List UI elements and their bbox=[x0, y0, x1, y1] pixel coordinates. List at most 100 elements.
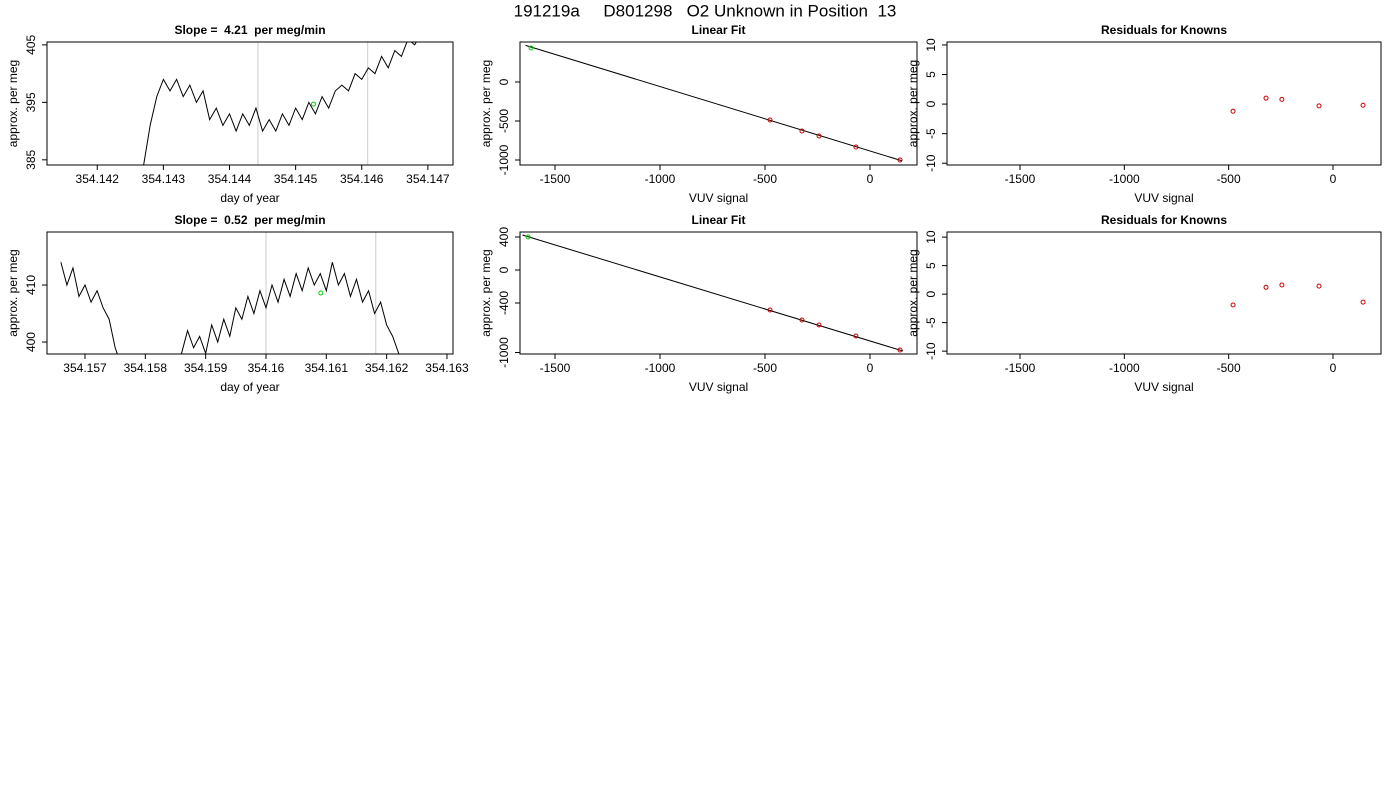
x-tick-label: 354.146 bbox=[340, 172, 384, 186]
y-tick-label: 400 bbox=[497, 227, 511, 247]
x-tick-label: 0 bbox=[867, 361, 874, 375]
panel-title: Residuals for Knowns bbox=[1101, 23, 1227, 37]
x-tick-label: 354.16 bbox=[248, 361, 285, 375]
x-tick-label: -1000 bbox=[645, 361, 676, 375]
y-tick-label: -400 bbox=[497, 291, 511, 315]
x-tick-label: 0 bbox=[1330, 172, 1337, 186]
plot-frame bbox=[519, 41, 918, 166]
x-axis-label: VUV signal bbox=[689, 191, 748, 205]
y-tick-label: 410 bbox=[24, 275, 38, 295]
x-tick-label: -500 bbox=[1217, 361, 1241, 375]
x-axis-label: VUV signal bbox=[1134, 380, 1193, 394]
y-tick-label: 0 bbox=[497, 78, 511, 85]
y-axis-label: approx. per meg bbox=[479, 60, 493, 147]
x-tick-label: -1000 bbox=[1109, 172, 1140, 186]
x-tick-label: -1500 bbox=[540, 172, 571, 186]
plot-area bbox=[60, 232, 400, 354]
y-tick-label: -1000 bbox=[497, 144, 511, 175]
panel: Residuals for Knowns VUV signal approx. pe… bbox=[906, 23, 1382, 205]
data-point bbox=[525, 234, 531, 240]
y-tick-label: 400 bbox=[24, 332, 38, 352]
y-tick-label: 0 bbox=[924, 100, 938, 107]
x-tick-label: 354.145 bbox=[274, 172, 318, 186]
x-tick-label: 354.163 bbox=[425, 361, 469, 375]
y-tick-label: -5 bbox=[924, 317, 938, 328]
data-point bbox=[897, 347, 903, 353]
data-point bbox=[1263, 284, 1269, 290]
y-axis-label: approx. per meg bbox=[906, 60, 920, 147]
y-tick-label: -5 bbox=[924, 128, 938, 139]
x-tick-label: 354.147 bbox=[406, 172, 450, 186]
x-tick-label: 354.158 bbox=[124, 361, 168, 375]
y-tick-label: 0 bbox=[924, 290, 938, 297]
data-point bbox=[816, 322, 822, 328]
data-point bbox=[318, 290, 324, 296]
y-axis-label: approx. per meg bbox=[6, 249, 20, 336]
x-tick-label: 354.143 bbox=[142, 172, 186, 186]
data-point bbox=[1360, 299, 1366, 305]
data-line bbox=[60, 262, 400, 354]
y-tick-label: -10 bbox=[924, 342, 938, 360]
data-point bbox=[1316, 283, 1322, 289]
data-point bbox=[853, 333, 859, 339]
data-point bbox=[1316, 103, 1322, 109]
x-tick-label: -1500 bbox=[1005, 172, 1036, 186]
x-tick-label: 354.162 bbox=[365, 361, 409, 375]
panel: Slope = 4.21 per meg/min day of year appro… bbox=[6, 23, 454, 205]
data-point bbox=[816, 133, 822, 139]
data-point bbox=[1230, 302, 1236, 308]
x-axis-label: VUV signal bbox=[1134, 191, 1193, 205]
y-tick-label: -10 bbox=[924, 154, 938, 172]
plot-frame bbox=[946, 231, 1382, 355]
data-point bbox=[310, 101, 316, 107]
y-tick-label: 10 bbox=[924, 38, 938, 52]
x-axis-label: VUV signal bbox=[689, 380, 748, 394]
y-tick-label: -500 bbox=[497, 109, 511, 133]
y-tick-label: 5 bbox=[924, 71, 938, 78]
panel-title: Linear Fit bbox=[691, 213, 745, 227]
page-title: 191219a D801298 O2 Unknown in Position 1… bbox=[514, 1, 897, 20]
x-tick-label: -1500 bbox=[1005, 361, 1036, 375]
data-point bbox=[767, 307, 773, 313]
data-point bbox=[853, 144, 859, 150]
data-point bbox=[1279, 282, 1285, 288]
plot-frame bbox=[46, 41, 454, 166]
x-tick-label: -1000 bbox=[645, 172, 676, 186]
x-tick-label: 0 bbox=[867, 172, 874, 186]
data-point bbox=[897, 157, 903, 163]
x-tick-label: 354.159 bbox=[184, 361, 228, 375]
panel-title: Residuals for Knowns bbox=[1101, 213, 1227, 227]
y-axis-label: approx. per meg bbox=[6, 60, 20, 147]
plot-area bbox=[525, 44, 903, 163]
x-tick-label: -500 bbox=[753, 172, 777, 186]
plot-area bbox=[143, 42, 417, 165]
x-axis-label: day of year bbox=[220, 191, 279, 205]
plot-frame bbox=[946, 41, 1382, 166]
data-point bbox=[799, 317, 805, 323]
y-axis-label: approx. per meg bbox=[906, 249, 920, 336]
panel-title: Slope = 4.21 per meg/min bbox=[174, 23, 325, 37]
data-point bbox=[767, 117, 773, 123]
x-tick-label: 354.157 bbox=[63, 361, 107, 375]
data-line bbox=[143, 42, 417, 165]
panel: Slope = 0.52 per meg/min day of year appro… bbox=[6, 213, 469, 394]
data-point bbox=[528, 45, 534, 51]
data-line bbox=[522, 234, 904, 352]
plot-frame bbox=[519, 231, 918, 355]
y-tick-label: 5 bbox=[924, 262, 938, 269]
y-tick-label: 0 bbox=[497, 266, 511, 273]
plot-area bbox=[1230, 95, 1366, 114]
y-tick-label: 385 bbox=[24, 149, 38, 169]
y-tick-label: 395 bbox=[24, 92, 38, 112]
data-point bbox=[799, 128, 805, 134]
y-tick-label: -1000 bbox=[497, 337, 511, 368]
x-tick-label: 354.144 bbox=[208, 172, 252, 186]
panel-title: Slope = 0.52 per meg/min bbox=[174, 213, 325, 227]
data-point bbox=[1230, 108, 1236, 114]
plot-frame bbox=[46, 231, 454, 355]
panel-title: Linear Fit bbox=[691, 23, 745, 37]
y-axis-label: approx. per meg bbox=[479, 249, 493, 336]
x-axis-label: day of year bbox=[220, 380, 279, 394]
